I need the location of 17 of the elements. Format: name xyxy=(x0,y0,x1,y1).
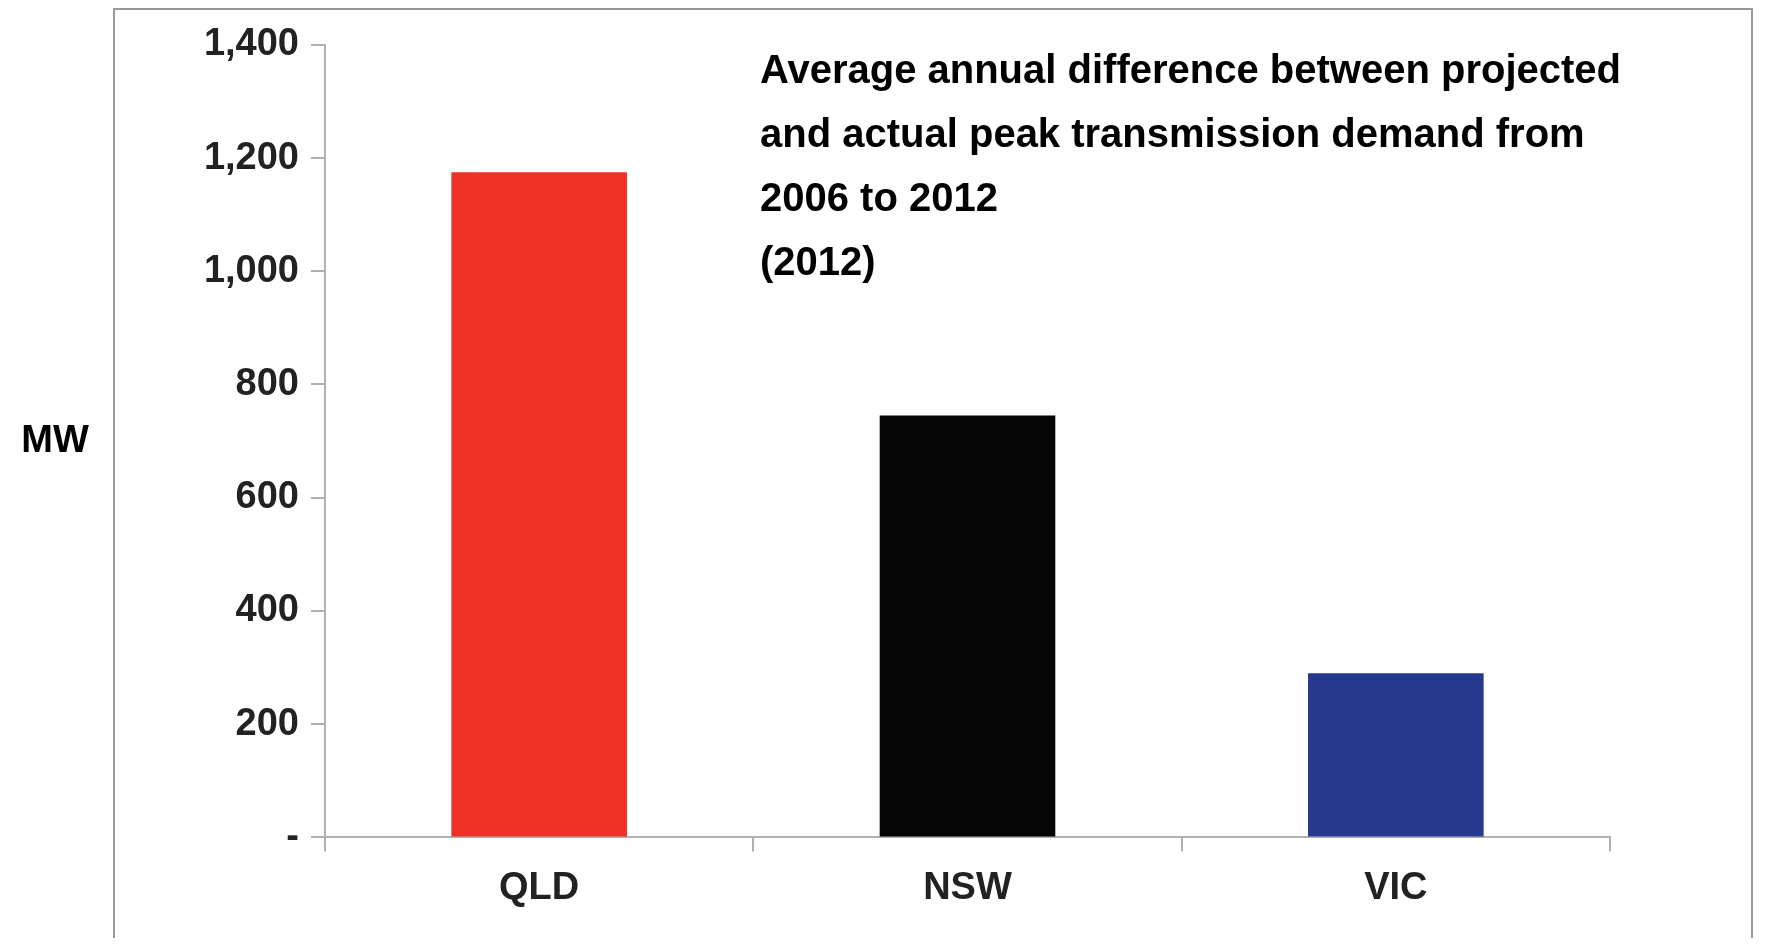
y-tick-label: 200 xyxy=(235,700,299,743)
y-tick-label: - xyxy=(286,813,299,856)
y-tick-label: 600 xyxy=(235,474,299,517)
bar xyxy=(879,415,1056,837)
text: Average annual difference between projected and actual peak transmission demand from 2006 to 2012 xyxy=(760,47,1621,220)
annotation: (2012) xyxy=(760,239,876,284)
y-tick-label: 1,400 xyxy=(203,21,299,64)
y-tick-label: 800 xyxy=(235,360,299,403)
bar xyxy=(451,172,627,837)
x-tick-label: QLD xyxy=(499,864,580,907)
x-tick-label: NSW xyxy=(923,864,1012,907)
y-tick-label: 1,000 xyxy=(203,247,299,290)
y-axis-title: MW xyxy=(21,417,89,460)
y-tick-label: 1,200 xyxy=(203,134,299,177)
bar xyxy=(1308,673,1484,837)
y-tick-label: 400 xyxy=(235,587,299,630)
x-tick-label: VIC xyxy=(1364,864,1428,907)
